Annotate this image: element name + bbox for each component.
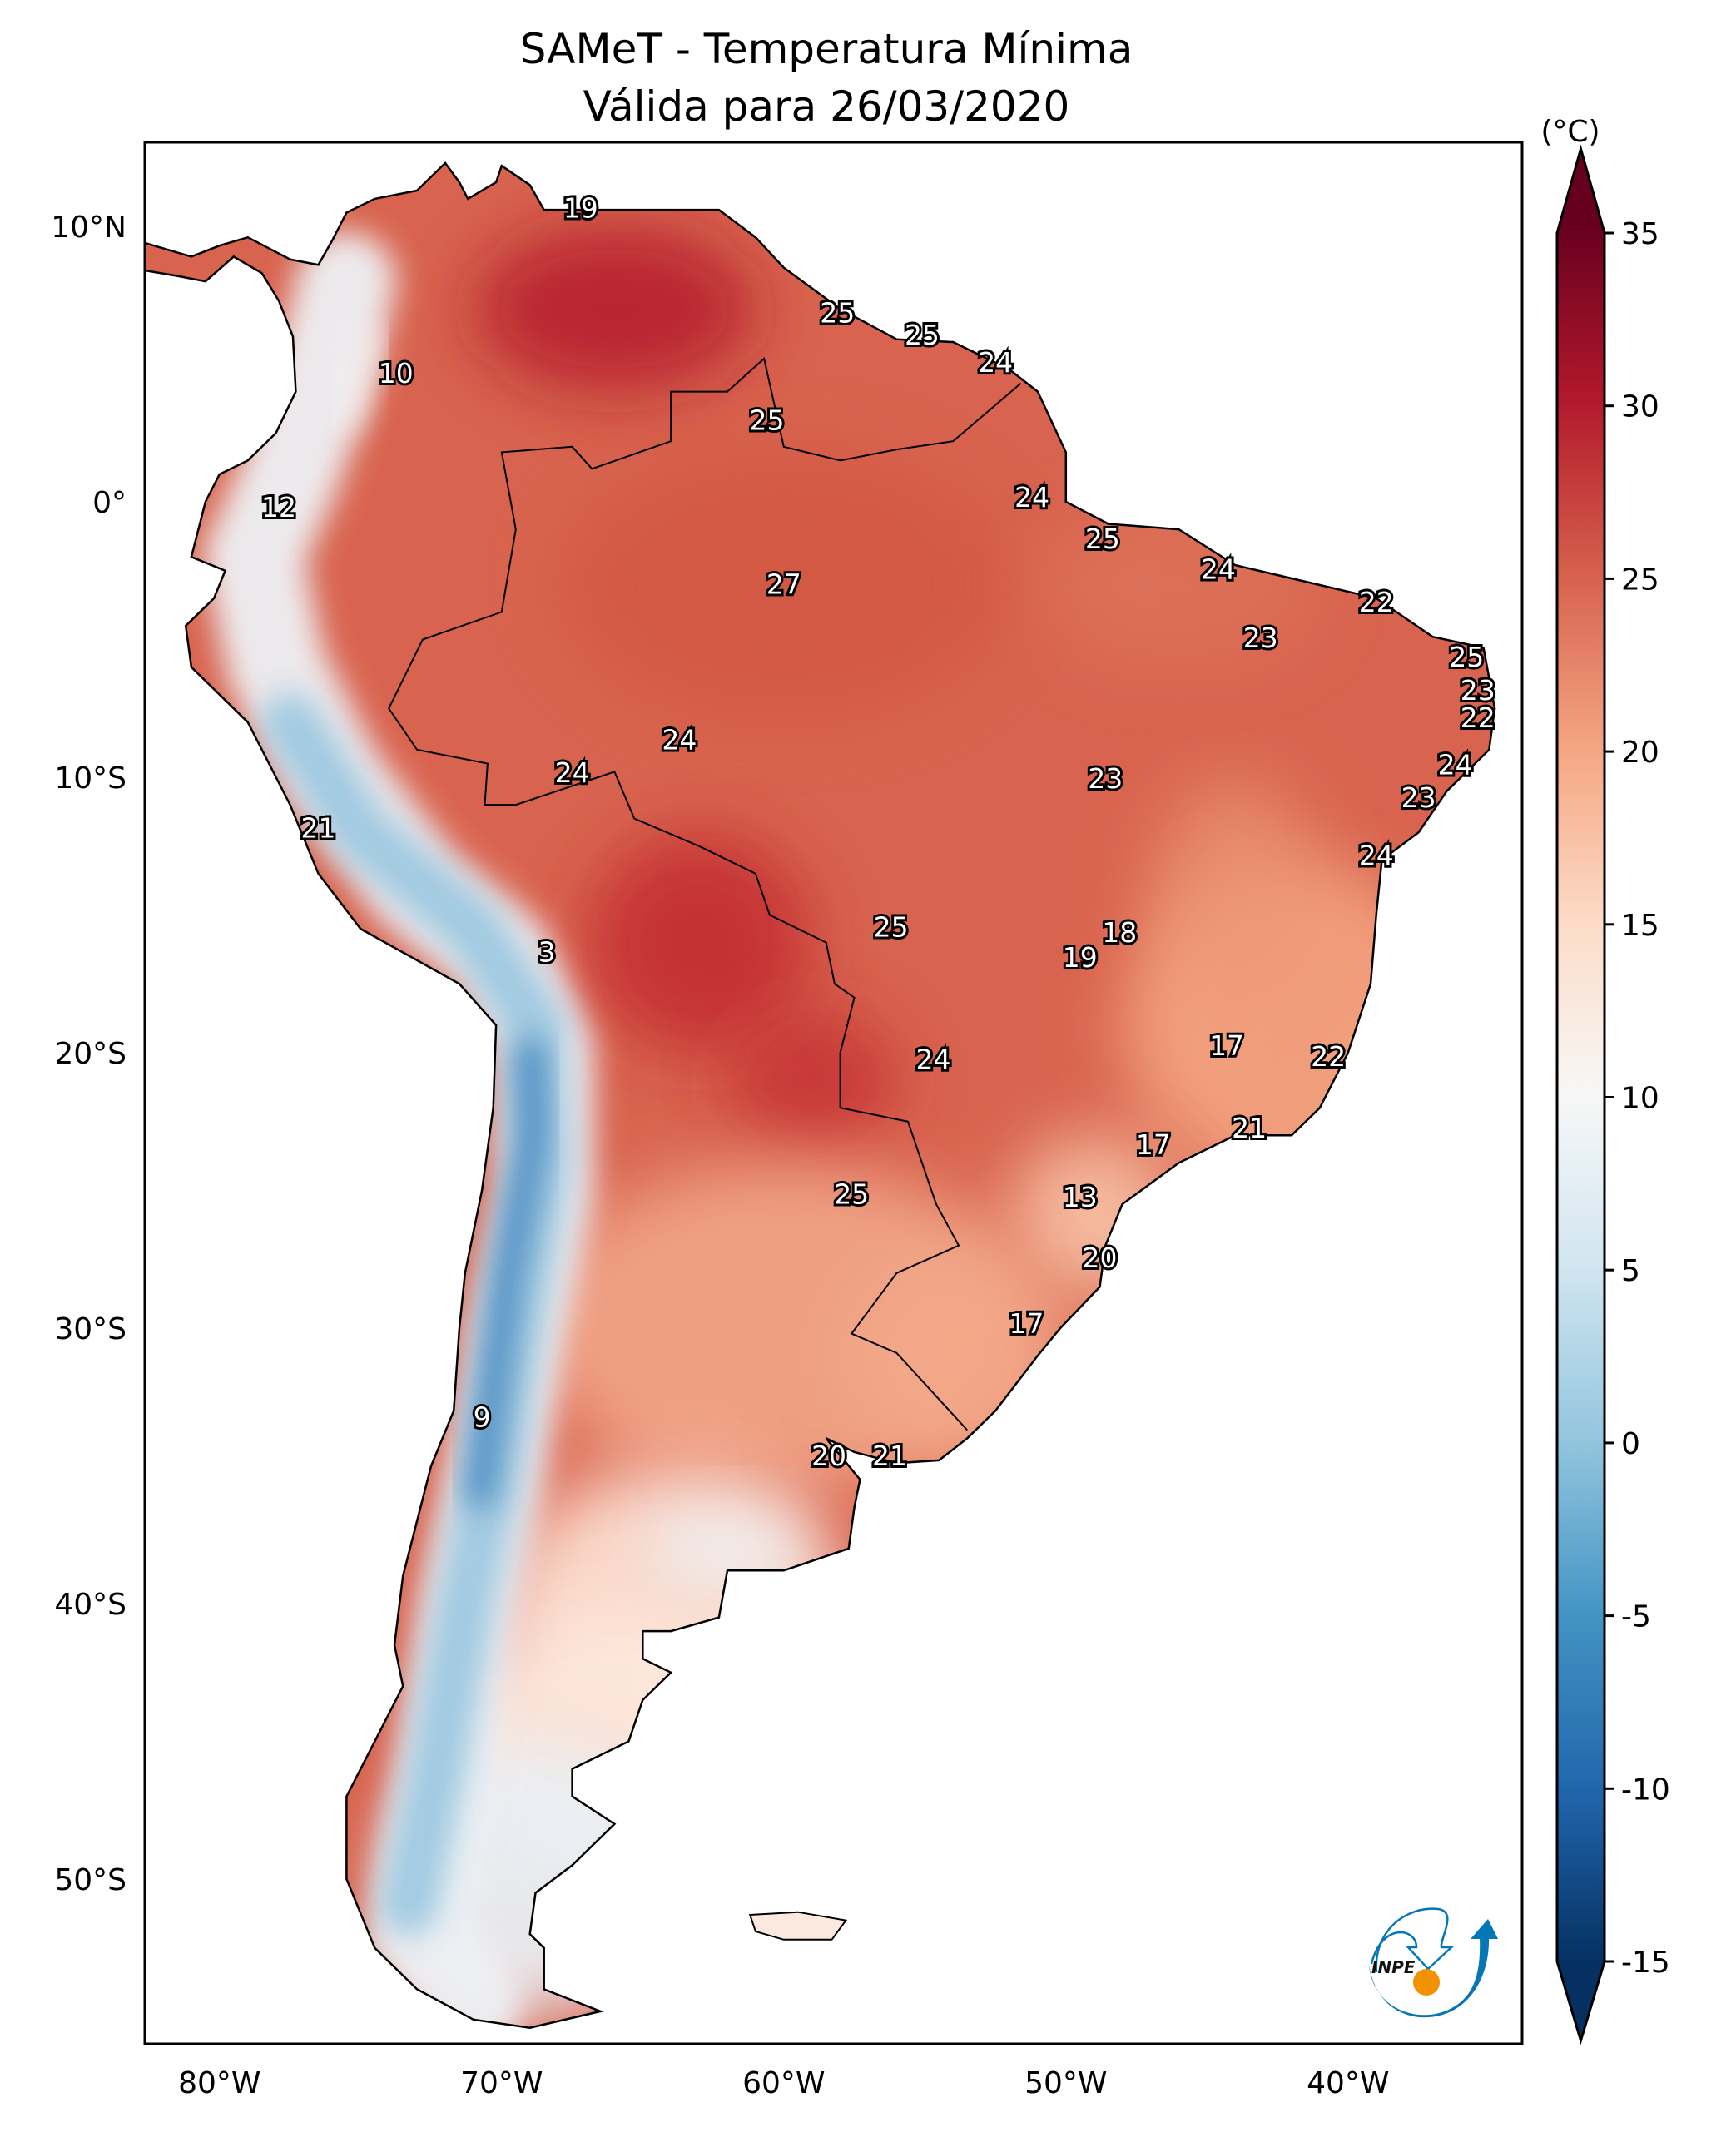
temperature-label: 25 xyxy=(1449,641,1484,673)
temperature-label: 23 xyxy=(1401,781,1436,814)
temperature-label: 24 xyxy=(916,1043,951,1075)
temperature-label: 22 xyxy=(1359,586,1394,618)
temperature-label: 24 xyxy=(1014,481,1049,513)
temperature-label: 19 xyxy=(1063,941,1098,974)
longitude-tick-label: 40°W xyxy=(1307,2066,1389,2100)
temperature-label: 23 xyxy=(1243,622,1278,654)
map-title-line1: SAMeT - Temperatura Mínima xyxy=(520,25,1133,73)
map-title-line2: Válida para 26/03/2020 xyxy=(583,82,1070,131)
latitude-axis: 10°N 0° 10°S 20°S 30°S 40°S 50°S xyxy=(51,211,126,1897)
colorbar-tick-label: -10 xyxy=(1621,1773,1670,1807)
latitude-tick-label: 30°S xyxy=(54,1312,126,1346)
temperature-label: 27 xyxy=(766,568,801,600)
temperature-label: 17 xyxy=(1136,1128,1171,1161)
colorbar-tick-label: 30 xyxy=(1621,390,1659,424)
temperature-region xyxy=(473,226,756,392)
latitude-tick-label: 50°S xyxy=(54,1863,126,1897)
latitude-tick-label: 40°S xyxy=(54,1588,126,1622)
temperature-label: 13 xyxy=(1063,1181,1098,1213)
longitude-axis: 80°W 70°W 60°W 50°W 40°W xyxy=(178,2066,1389,2100)
colorbar-scale xyxy=(1555,144,1606,2045)
map-frame xyxy=(143,141,1524,2045)
temperature-label: 21 xyxy=(1232,1112,1267,1144)
longitude-tick-label: 50°W xyxy=(1024,2066,1107,2100)
temperature-label: 24 xyxy=(1359,839,1394,871)
colorbar-tick-label: 15 xyxy=(1621,909,1659,943)
colorbar-tick-label: 20 xyxy=(1621,736,1659,770)
latitude-tick-label: 20°S xyxy=(54,1037,126,1071)
colorbar-tick-label: -5 xyxy=(1621,1600,1651,1634)
temperature-label: 25 xyxy=(1085,523,1120,555)
temperature-label: 23 xyxy=(1461,674,1495,707)
temperature-region xyxy=(1150,777,1320,998)
colorbar-tick-label: 35 xyxy=(1621,217,1659,251)
temperature-label: 24 xyxy=(555,756,590,789)
colorbar-tick-label: 10 xyxy=(1621,1082,1659,1116)
falkland-islands xyxy=(748,1911,848,1941)
colorbar-tick-label: 5 xyxy=(1621,1254,1640,1288)
temperature-label: 22 xyxy=(1311,1040,1346,1073)
colorbar-tick-label: 0 xyxy=(1621,1427,1640,1461)
colorbar-unit-label: (°C) xyxy=(1540,115,1600,149)
temperature-label: 17 xyxy=(1009,1307,1044,1340)
temperature-label: 25 xyxy=(874,911,909,944)
logo-arrow-outline xyxy=(1370,1907,1455,1973)
temperature-region xyxy=(642,1507,812,1590)
inpe-logo: INPE xyxy=(1369,1907,1498,2018)
temperature-region xyxy=(727,1011,897,1149)
temperature-label: 20 xyxy=(811,1440,846,1472)
temperature-label: 9 xyxy=(474,1401,491,1434)
temperature-region xyxy=(558,446,1010,722)
logo-swoosh xyxy=(1369,1919,1498,2018)
temperature-label: 17 xyxy=(1209,1029,1244,1062)
latitude-tick-label: 10°N xyxy=(51,211,126,245)
temperature-label: 24 xyxy=(978,346,1013,379)
latitude-tick-label: 10°S xyxy=(54,761,126,796)
temperature-label: 25 xyxy=(820,296,855,329)
temperature-region xyxy=(586,832,812,1053)
temperature-label: 24 xyxy=(662,723,697,756)
temperature-label: 18 xyxy=(1102,916,1137,949)
temperature-label: 19 xyxy=(563,192,598,225)
temperature-label: 25 xyxy=(905,319,940,351)
longitude-tick-label: 60°W xyxy=(742,2066,825,2100)
temperature-label: 21 xyxy=(872,1440,907,1472)
temperature-label: 25 xyxy=(749,404,784,437)
temperature-label: 10 xyxy=(379,357,414,389)
colorbar-tick-label: -15 xyxy=(1621,1946,1670,1980)
temperature-label: 20 xyxy=(1083,1242,1118,1274)
country-border xyxy=(388,357,1022,1431)
longitude-tick-label: 80°W xyxy=(178,2066,260,2100)
logo-sun xyxy=(1413,1969,1440,1996)
temperature-label: 23 xyxy=(1088,762,1123,795)
longitude-tick-label: 70°W xyxy=(460,2066,543,2100)
logo-text: INPE xyxy=(1371,1957,1416,1977)
temperature-label: 22 xyxy=(1461,702,1495,734)
temperature-label: 25 xyxy=(834,1178,869,1211)
colorbar: (°C) 35 30 25 20 15 10 5 0 -5 -10 -15 xyxy=(1540,115,1670,2045)
latitude-tick-label: 0° xyxy=(92,486,126,520)
temperature-region xyxy=(334,324,388,432)
temperature-label: 21 xyxy=(300,811,335,844)
temperature-label: 24 xyxy=(1201,553,1236,585)
temperature-label: 3 xyxy=(538,935,556,968)
coastline xyxy=(144,161,1496,2029)
temperature-region xyxy=(464,1038,548,1509)
colorbar-tick-label: 25 xyxy=(1621,563,1659,597)
temperature-label: 12 xyxy=(261,491,296,523)
temperature-label: 24 xyxy=(1438,748,1473,781)
